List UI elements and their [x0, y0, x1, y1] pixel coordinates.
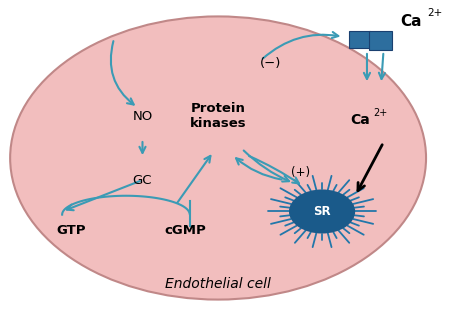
Text: (+): (+) [291, 166, 310, 179]
Text: Protein
kinases: Protein kinases [190, 102, 246, 130]
Text: SR: SR [313, 205, 331, 218]
FancyBboxPatch shape [349, 31, 370, 48]
Text: GTP: GTP [57, 224, 86, 237]
Text: Endothelial cell: Endothelial cell [165, 277, 271, 291]
Ellipse shape [289, 190, 355, 234]
Text: 2+: 2+ [428, 8, 443, 18]
Text: 2+: 2+ [373, 108, 387, 118]
Text: (−): (−) [259, 57, 281, 70]
Ellipse shape [10, 16, 426, 300]
Text: cGMP: cGMP [164, 224, 206, 237]
Text: Ca: Ca [400, 14, 421, 29]
Text: Ca: Ca [350, 113, 370, 127]
FancyBboxPatch shape [369, 31, 392, 51]
Text: GC: GC [133, 174, 152, 187]
Text: NO: NO [132, 110, 153, 123]
